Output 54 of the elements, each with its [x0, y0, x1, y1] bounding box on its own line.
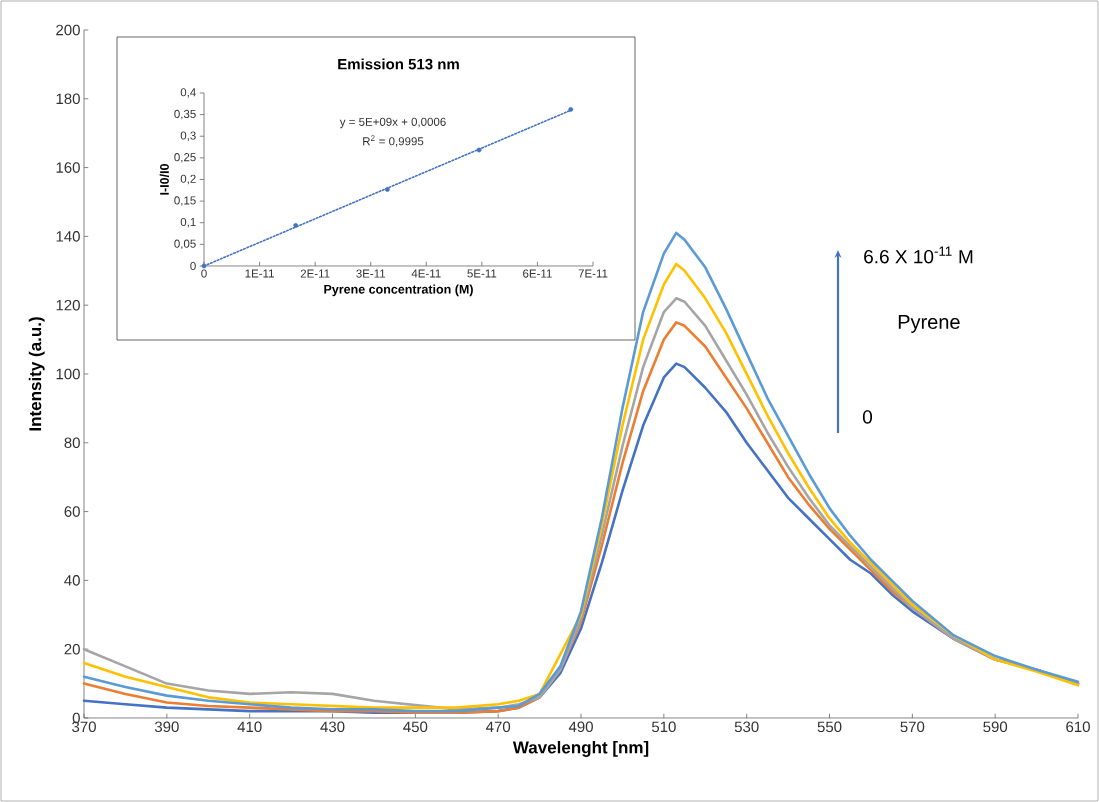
- y-tick-label: 0,3: [180, 131, 196, 141]
- y-tick-label: 100: [56, 368, 80, 380]
- x-tick-label: 450: [403, 721, 428, 733]
- annotation: y = 5E+09x + 0,0006: [339, 117, 446, 129]
- y-axis-title: I-I0/I0: [159, 164, 170, 195]
- x-tick-label: 570: [900, 721, 925, 733]
- y-tick-label: 60: [64, 506, 80, 517]
- point: [568, 107, 574, 112]
- point: [293, 222, 299, 228]
- x-tick-label: 5E-11: [467, 269, 497, 278]
- x-axis-title: Wavelenght [nm]: [512, 740, 649, 757]
- x-tick-label: 510: [651, 721, 676, 733]
- y-tick-label: 200: [56, 24, 80, 36]
- y-tick-label: 40: [64, 575, 80, 586]
- annotation: 0: [862, 410, 873, 424]
- y-tick-label: 120: [56, 299, 80, 311]
- y-tick-label: 180: [56, 93, 80, 105]
- y-tick-label: 0,4: [180, 88, 196, 98]
- y-tick-label: 0,1: [180, 217, 196, 228]
- x-tick-label: 7E-11: [578, 269, 608, 278]
- point: [476, 147, 482, 153]
- x-tick-label: 2E-11: [300, 269, 330, 278]
- chart-title: Emission 513 nm: [338, 58, 459, 70]
- annotation: 6.6 X 10$^{-11}$ M: [864, 246, 973, 264]
- annotation: Pyrene: [898, 315, 960, 333]
- y-tick-label: 80: [64, 437, 80, 449]
- x-tick-label: 530: [734, 721, 759, 733]
- x-tick-label: 550: [817, 721, 842, 733]
- y-axis-title: Intensity (a.u.): [28, 317, 45, 431]
- y-tick-label: 0,35: [174, 109, 196, 120]
- x-tick-label: 610: [1066, 721, 1090, 733]
- y-tick-label: 0: [190, 261, 196, 271]
- x-tick-label: 490: [568, 721, 593, 733]
- y-tick-label: 0,15: [174, 196, 196, 206]
- y-tick-label: 140: [56, 231, 80, 242]
- y-tick-label: 0,25: [174, 153, 196, 163]
- x-tick-label: 410: [237, 721, 262, 733]
- x-tick-label: 3E-11: [356, 269, 386, 278]
- x-tick-label: 1E-11: [245, 269, 274, 278]
- x-tick-label: 6E-11: [523, 269, 552, 278]
- x-tick-label: 590: [983, 721, 1008, 733]
- x-axis-title: Pyrene concentration (M): [324, 284, 473, 297]
- y-tick-label: 20: [64, 643, 80, 655]
- x-tick-label: 4E-11: [411, 269, 441, 278]
- annotation: R$^{2}$ = 0,9995: [363, 135, 424, 147]
- x-tick-label: 470: [486, 721, 511, 733]
- y-tick-label: 0,2: [180, 174, 196, 185]
- point: [201, 263, 207, 269]
- y-tick-label: 0,05: [174, 239, 196, 250]
- x-tick-label: 0: [201, 269, 207, 278]
- x-tick-label: 430: [320, 721, 345, 733]
- y-tick-label: 160: [56, 162, 80, 173]
- point: [384, 187, 390, 192]
- x-tick-label: 390: [154, 721, 179, 733]
